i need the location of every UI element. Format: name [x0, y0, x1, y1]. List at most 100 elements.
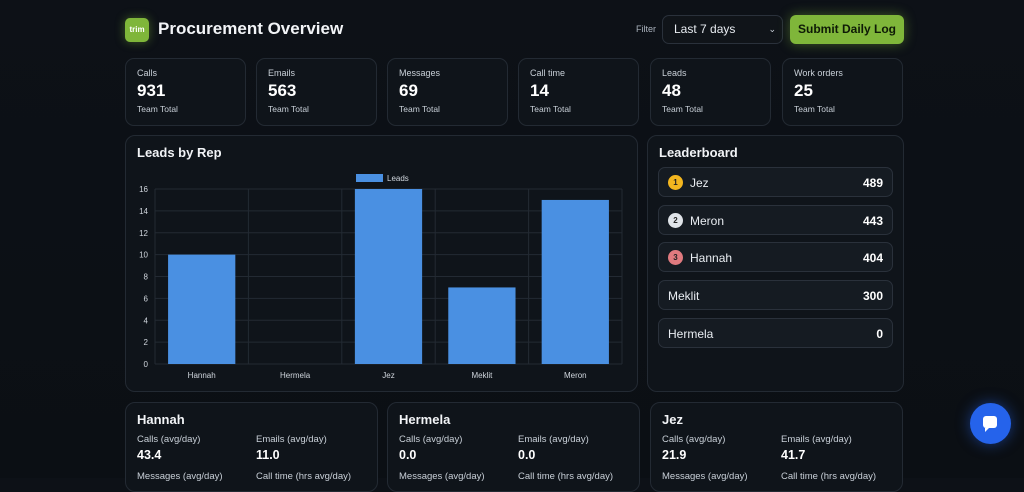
- page-title: Procurement Overview: [158, 19, 344, 38]
- leaderboard-row[interactable]: 2 Meron 443: [658, 205, 893, 235]
- rep-card-hermela: Hermela Calls (avg/day) 0.0 Emails (avg/…: [387, 402, 640, 492]
- stat-card-emails: Emails 563 Team Total: [256, 58, 377, 126]
- y-tick-label: 2: [144, 338, 149, 347]
- stat-value: 69: [399, 81, 418, 100]
- stat-sub: Team Total: [794, 104, 835, 114]
- stat-card-leads: Leads 48 Team Total: [650, 58, 771, 126]
- metric-value: 11.0: [256, 448, 280, 462]
- chevron-down-icon: ⌄: [768, 24, 776, 34]
- leads-bar-chart: 0 2 4 6 8 10 12 14 16 Hannah Hermela Jez Meklit Meron…: [139, 174, 623, 380]
- rep-name: Jez: [690, 176, 709, 190]
- stat-value: 14: [530, 81, 549, 100]
- metric-label: Call time (hrs avg/day): [518, 471, 614, 482]
- rep-name: Hermela: [668, 327, 714, 341]
- date-range-select[interactable]: Last 7 days ⌄: [662, 15, 783, 44]
- metric-label: Calls (avg/day): [137, 434, 201, 445]
- leaderboard-title: Leaderboard: [659, 145, 738, 160]
- y-tick-label: 4: [144, 316, 149, 325]
- legend-swatch: [356, 174, 383, 182]
- stat-label: Work orders: [794, 68, 843, 78]
- x-tick-label: Meklit: [471, 371, 493, 380]
- y-tick-label: 12: [139, 229, 148, 238]
- rep-name: Meron: [690, 214, 725, 228]
- y-tick-label: 16: [139, 185, 148, 194]
- filter-label: Filter: [636, 24, 656, 34]
- stat-label: Leads: [662, 68, 687, 78]
- leaderboard-row[interactable]: Hermela 0: [658, 318, 893, 348]
- metric-label: Messages (avg/day): [137, 471, 223, 482]
- submit-daily-log-button[interactable]: Submit Daily Log: [790, 15, 904, 44]
- rep-score: 404: [862, 251, 883, 265]
- chat-bubble-icon: [983, 416, 997, 432]
- metric-label: Calls (avg/day): [662, 434, 726, 445]
- chat-launcher-button[interactable]: [970, 403, 1011, 444]
- stat-sub: Team Total: [530, 104, 571, 114]
- stat-value: 563: [268, 81, 297, 100]
- stat-sub: Team Total: [268, 104, 309, 114]
- rank-badge: 1: [668, 175, 683, 190]
- metric-label: Call time (hrs avg/day): [256, 471, 352, 482]
- y-tick-label: 14: [139, 207, 148, 216]
- stat-card-calls: Calls 931 Team Total: [125, 58, 246, 126]
- stat-card-call-time: Call time 14 Team Total: [518, 58, 639, 126]
- stat-card-messages: Messages 69 Team Total: [387, 58, 508, 126]
- metric-value: 0.0: [399, 448, 417, 462]
- metric-label: Messages (avg/day): [399, 471, 485, 482]
- stat-label: Messages: [399, 68, 441, 78]
- stat-card-work-orders: Work orders 25 Team Total: [782, 58, 903, 126]
- stat-value: 931: [137, 81, 166, 100]
- leaderboard-row[interactable]: 1 Jez 489: [658, 167, 893, 197]
- rep-name: Meklit: [668, 289, 700, 303]
- stat-label: Calls: [137, 68, 158, 78]
- metric-value: 21.9: [662, 448, 687, 462]
- stat-value: 48: [662, 81, 681, 100]
- stat-sub: Team Total: [662, 104, 703, 114]
- rep-card-name: Jez: [662, 412, 683, 427]
- metric-label: Calls (avg/day): [399, 434, 463, 445]
- date-range-value: Last 7 days: [674, 22, 736, 36]
- chart-title: Leads by Rep: [137, 145, 222, 160]
- metric-label: Call time (hrs avg/day): [781, 471, 877, 482]
- stat-sub: Team Total: [137, 104, 178, 114]
- top-bar: trim Procurement Overview Filter Last 7 …: [125, 15, 904, 45]
- rep-score: 443: [862, 214, 883, 228]
- x-tick-label: Hannah: [188, 371, 216, 380]
- metric-label: Messages (avg/day): [662, 471, 748, 482]
- y-tick-label: 10: [139, 251, 148, 260]
- rep-card-jez: Jez Calls (avg/day) 21.9 Emails (avg/day…: [650, 402, 903, 492]
- stats-row: Calls 931 Team Total Emails 563 Team Tot…: [125, 58, 904, 126]
- rep-score: 489: [862, 176, 883, 190]
- bar-jez: [354, 189, 423, 364]
- rep-card-hannah: Hannah Calls (avg/day) 43.4 Emails (avg/…: [125, 402, 378, 492]
- metric-label: Emails (avg/day): [518, 434, 589, 445]
- x-tick-label: Jez: [382, 371, 394, 380]
- x-tick-label: Meron: [564, 371, 587, 380]
- rep-score: 300: [862, 289, 883, 303]
- metric-label: Emails (avg/day): [781, 434, 852, 445]
- bar-meklit: [448, 287, 516, 364]
- y-tick-label: 8: [144, 273, 149, 282]
- metric-value: 0.0: [518, 448, 536, 462]
- metric-value: 43.4: [137, 448, 162, 462]
- y-tick-label: 6: [144, 294, 149, 303]
- leaderboard-row[interactable]: Meklit 300: [658, 280, 893, 310]
- rep-score: 0: [876, 327, 883, 341]
- leads-chart-panel: Leads by Rep 0 2 4 6 8 10 12 14 16 Hannah Hermela J…: [125, 135, 638, 392]
- rank-badge: 2: [668, 213, 683, 228]
- y-tick-label: 0: [144, 360, 149, 369]
- x-tick-label: Hermela: [280, 371, 311, 380]
- stat-sub: Team Total: [399, 104, 440, 114]
- legend-label: Leads: [387, 174, 409, 183]
- metric-label: Emails (avg/day): [256, 434, 327, 445]
- stat-value: 25: [794, 81, 813, 100]
- metric-value: 41.7: [781, 448, 806, 462]
- bar-hannah: [168, 254, 236, 364]
- rank-badge: 3: [668, 250, 683, 265]
- stat-label: Call time: [530, 68, 566, 78]
- app-logo: trim: [125, 18, 149, 42]
- rep-card-name: Hermela: [399, 412, 451, 427]
- leaderboard-row[interactable]: 3 Hannah 404: [658, 242, 893, 272]
- bar-meron: [541, 199, 609, 364]
- rep-name: Hannah: [690, 251, 733, 265]
- stat-label: Emails: [268, 68, 296, 78]
